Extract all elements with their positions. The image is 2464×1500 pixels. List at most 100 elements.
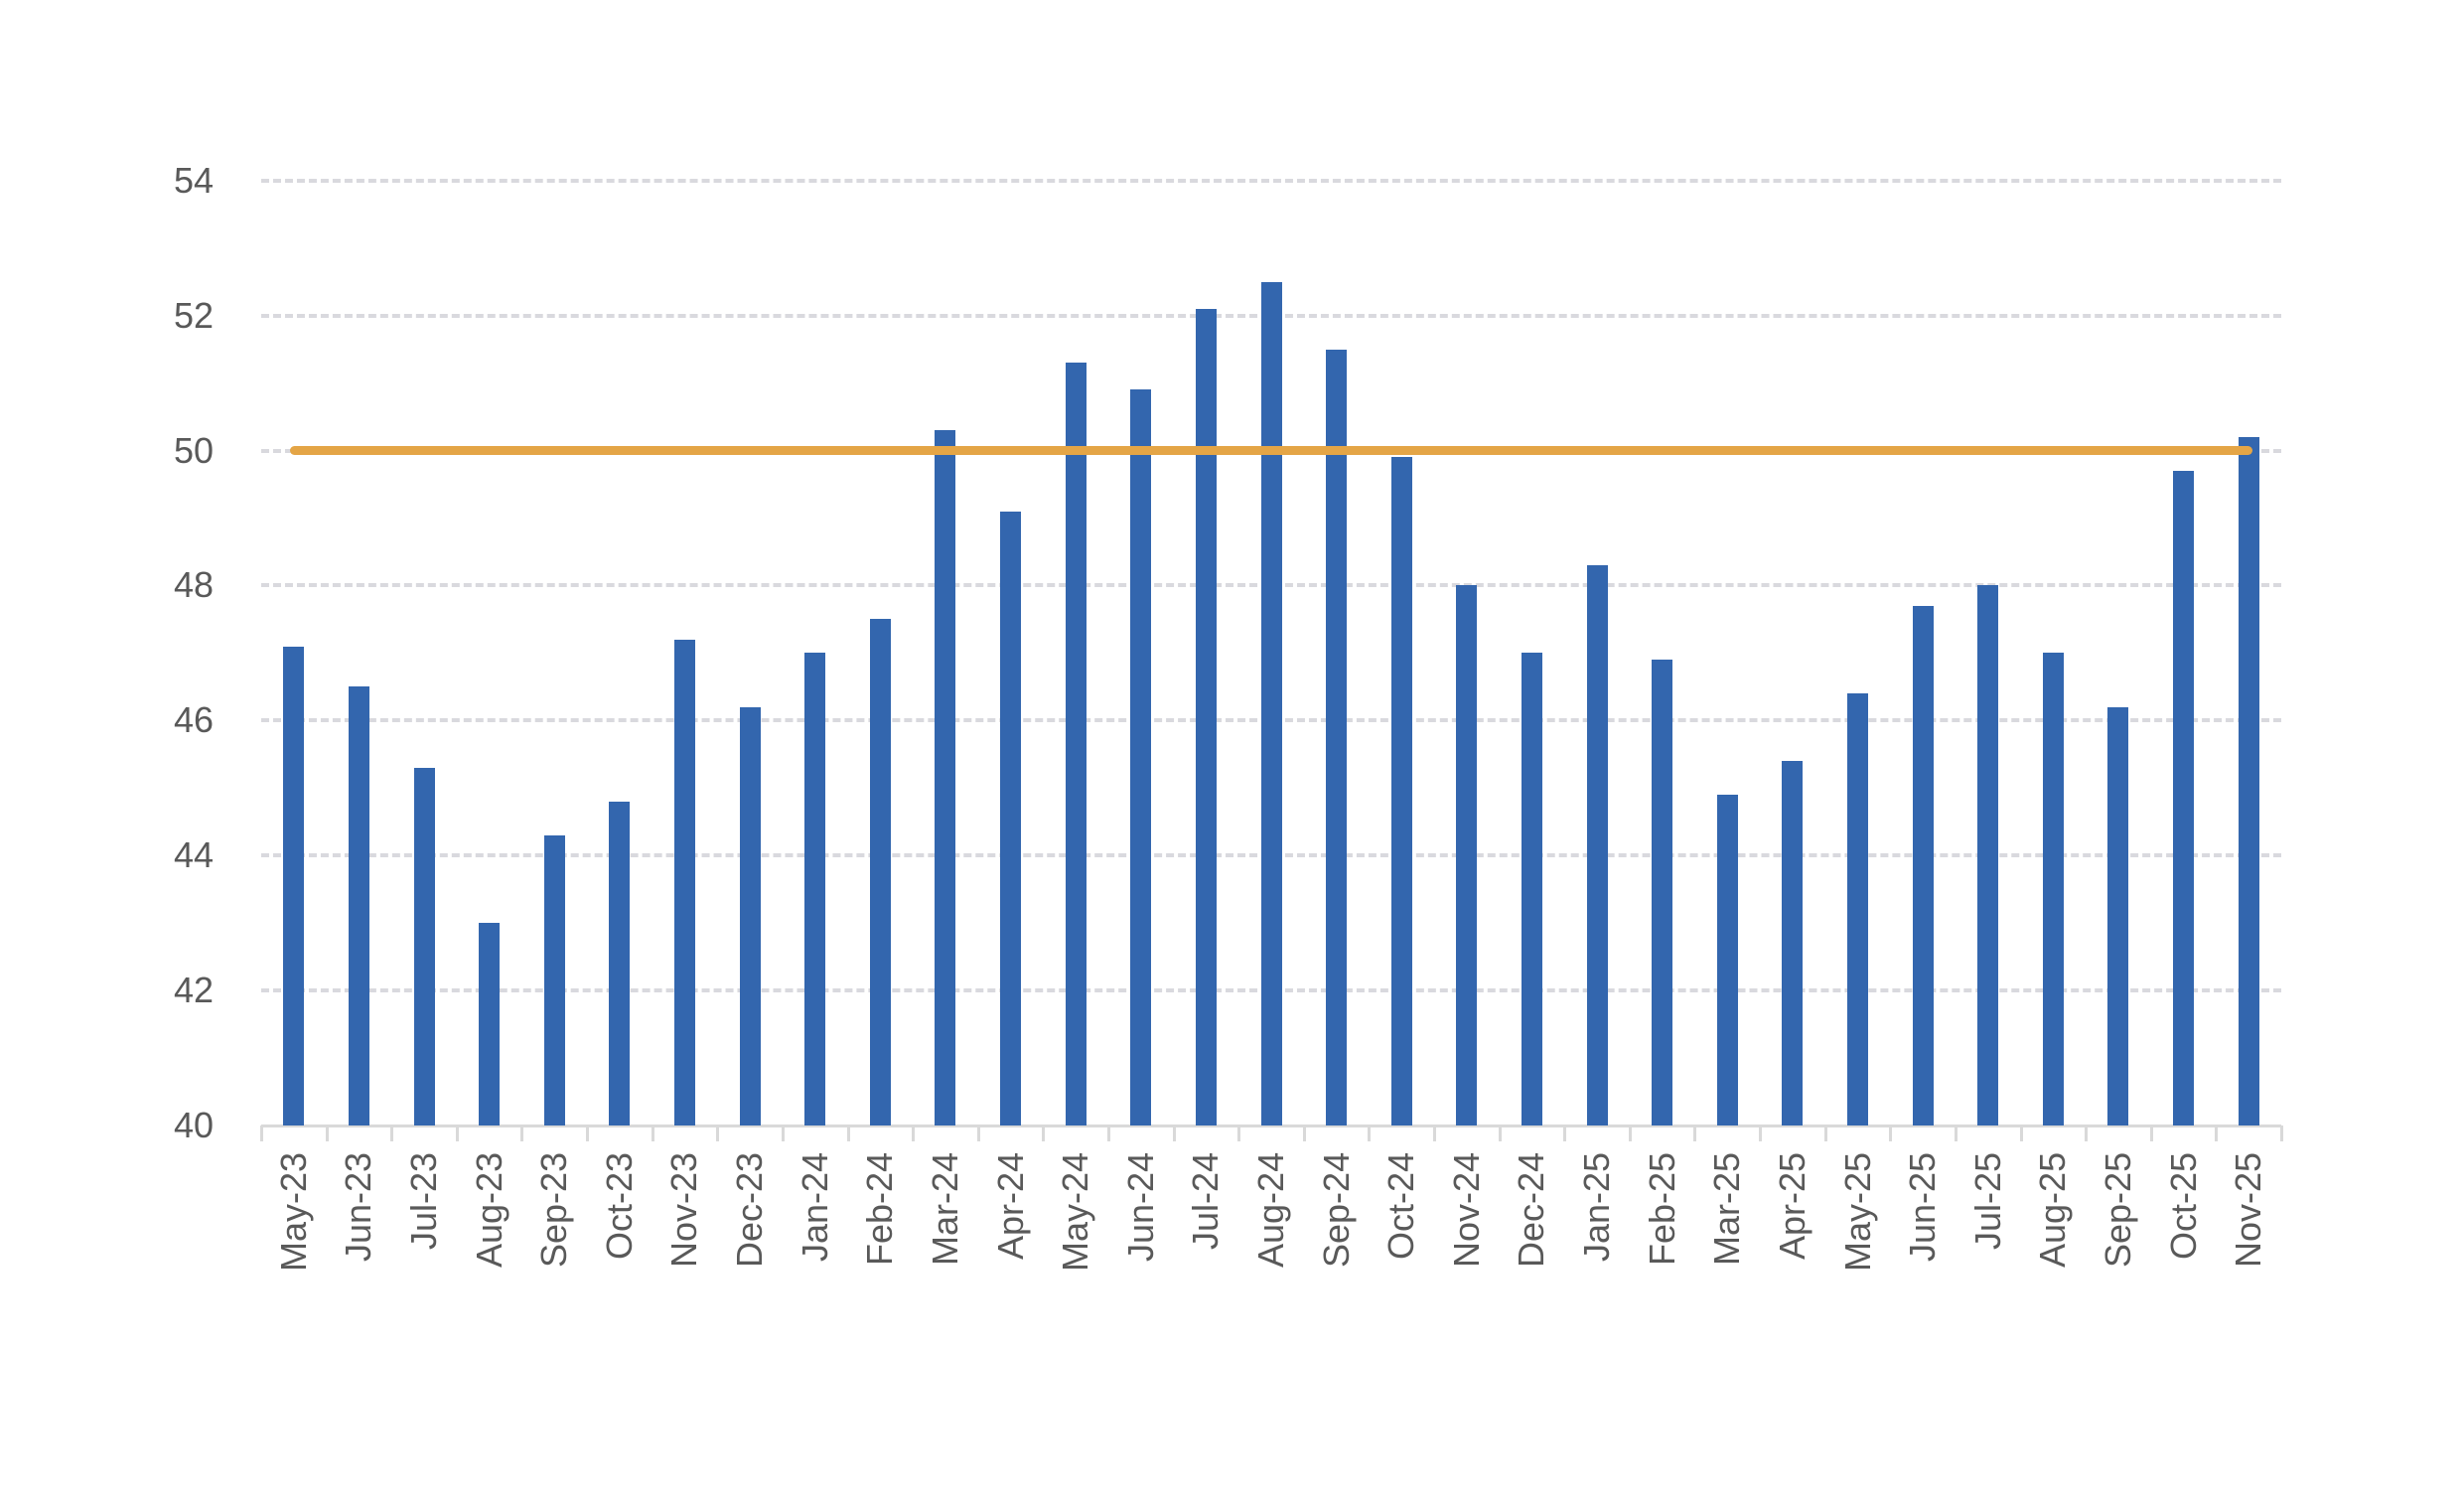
x-axis-tick xyxy=(1628,1125,1632,1141)
bar-mar-24 xyxy=(935,430,956,1125)
x-axis-tick xyxy=(1106,1125,1110,1141)
bar-jun-23 xyxy=(348,686,369,1125)
y-axis-tick-label: 50 xyxy=(173,429,214,471)
x-axis-tick xyxy=(455,1125,459,1141)
x-axis-tick-label: Jun-24 xyxy=(1119,1151,1161,1262)
y-axis-tick-label: 42 xyxy=(173,969,214,1010)
x-axis-tick xyxy=(1498,1125,1502,1141)
bar-aug-23 xyxy=(479,922,501,1125)
x-axis-tick xyxy=(586,1125,590,1141)
x-axis-tick xyxy=(1563,1125,1567,1141)
bar-apr-25 xyxy=(1782,760,1804,1125)
x-axis-tick xyxy=(1693,1125,1697,1141)
bar-nov-23 xyxy=(673,639,695,1125)
x-axis-tick xyxy=(1889,1125,1893,1141)
bar-oct-23 xyxy=(609,801,631,1125)
x-axis-tick xyxy=(976,1125,980,1141)
bar-aug-25 xyxy=(2042,653,2064,1125)
x-axis-tick-label: Oct-25 xyxy=(2162,1151,2204,1260)
x-axis-tick-label: Nov-23 xyxy=(663,1151,705,1268)
x-axis-tick-label: Oct-23 xyxy=(598,1151,640,1260)
x-axis-tick-label: Sep-25 xyxy=(2097,1151,2138,1268)
bar-sep-25 xyxy=(2107,706,2129,1125)
x-axis-tick xyxy=(1823,1125,1827,1141)
x-axis-tick-label: Jul-25 xyxy=(1966,1151,2008,1250)
x-axis-tick xyxy=(1954,1125,1957,1141)
x-axis-tick-label: May-25 xyxy=(1836,1151,1878,1272)
bar-mar-25 xyxy=(1716,794,1738,1125)
bar-jan-25 xyxy=(1586,565,1608,1125)
x-axis-tick-label: Aug-24 xyxy=(1250,1151,1291,1268)
x-axis-tick xyxy=(1172,1125,1176,1141)
bar-oct-24 xyxy=(1390,457,1412,1125)
bar-sep-24 xyxy=(1326,349,1348,1125)
x-axis-tick xyxy=(260,1125,263,1141)
bar-may-24 xyxy=(1065,363,1087,1125)
x-axis-tick xyxy=(846,1125,850,1141)
bar-nov-25 xyxy=(2238,437,2259,1125)
y-axis-tick-label: 48 xyxy=(173,564,214,606)
x-axis-tick-label: Oct-24 xyxy=(1380,1151,1422,1260)
bar-aug-24 xyxy=(1260,281,1282,1125)
x-axis-tick xyxy=(781,1125,785,1141)
x-axis-tick xyxy=(2280,1125,2283,1141)
bar-jul-24 xyxy=(1195,309,1217,1125)
bar-jan-24 xyxy=(804,653,826,1125)
x-axis-tick-label: Aug-25 xyxy=(2032,1151,2074,1268)
bar-dec-23 xyxy=(739,706,761,1125)
x-axis-tick-label: May-23 xyxy=(272,1151,314,1272)
x-axis-tick-label: Apr-25 xyxy=(1771,1151,1812,1260)
x-axis-tick xyxy=(716,1125,720,1141)
bar-nov-24 xyxy=(1456,585,1478,1125)
x-axis-tick xyxy=(2215,1125,2219,1141)
x-axis-tick-label: Dec-24 xyxy=(1511,1151,1552,1268)
x-axis-tick xyxy=(520,1125,524,1141)
bar-jul-23 xyxy=(413,767,435,1125)
x-axis-tick xyxy=(325,1125,329,1141)
x-axis-tick xyxy=(2019,1125,2023,1141)
threshold-line-50 xyxy=(289,446,2253,456)
x-axis-tick-label: Dec-23 xyxy=(729,1151,771,1268)
x-axis-tick-label: Sep-24 xyxy=(1315,1151,1357,1268)
x-axis-tick xyxy=(2085,1125,2089,1141)
bar-apr-24 xyxy=(1000,511,1022,1125)
bar-jul-25 xyxy=(1977,585,1999,1125)
x-axis-tick xyxy=(912,1125,916,1141)
x-axis-tick xyxy=(1759,1125,1763,1141)
y-axis-tick-label: 54 xyxy=(173,160,214,201)
bar-jun-25 xyxy=(1912,605,1934,1125)
y-axis-tick-label: 44 xyxy=(173,834,214,875)
x-axis-tick-label: Feb-24 xyxy=(859,1151,901,1266)
x-axis-tick-label: Jun-23 xyxy=(338,1151,379,1262)
bar-jun-24 xyxy=(1130,389,1152,1125)
y-axis-tick-label: 52 xyxy=(173,294,214,336)
x-axis-tick-label: Feb-25 xyxy=(1641,1151,1682,1266)
y-axis-tick-label: 40 xyxy=(173,1104,214,1145)
x-axis-tick xyxy=(1302,1125,1306,1141)
bar-dec-24 xyxy=(1521,653,1542,1125)
x-axis-tick xyxy=(1237,1125,1241,1141)
x-axis-tick xyxy=(651,1125,654,1141)
bar-oct-25 xyxy=(2173,470,2195,1125)
x-axis-tick-label: Nov-25 xyxy=(2228,1151,2269,1268)
x-axis-tick-label: Mar-24 xyxy=(924,1151,965,1266)
bar-may-25 xyxy=(1847,693,1869,1125)
x-axis-line xyxy=(261,1124,2281,1127)
x-axis-tick-label: Jul-24 xyxy=(1185,1151,1227,1250)
bar-feb-25 xyxy=(1652,660,1673,1125)
x-axis-tick xyxy=(1042,1125,1046,1141)
gridline xyxy=(261,179,2281,183)
x-axis-tick-label: Jun-25 xyxy=(1902,1151,1944,1262)
x-axis-tick-label: Mar-25 xyxy=(1706,1151,1748,1266)
x-axis-tick-label: May-24 xyxy=(1055,1151,1096,1272)
x-axis-tick-label: Jul-23 xyxy=(403,1151,445,1250)
bar-may-23 xyxy=(283,646,305,1125)
bar-feb-24 xyxy=(869,619,891,1125)
y-axis-tick-label: 46 xyxy=(173,699,214,741)
x-axis-tick xyxy=(1433,1125,1437,1141)
x-axis-tick-label: Jan-24 xyxy=(794,1151,835,1262)
x-axis-tick xyxy=(2149,1125,2153,1141)
bar-sep-23 xyxy=(543,834,565,1125)
x-axis-tick-label: Apr-24 xyxy=(989,1151,1031,1260)
